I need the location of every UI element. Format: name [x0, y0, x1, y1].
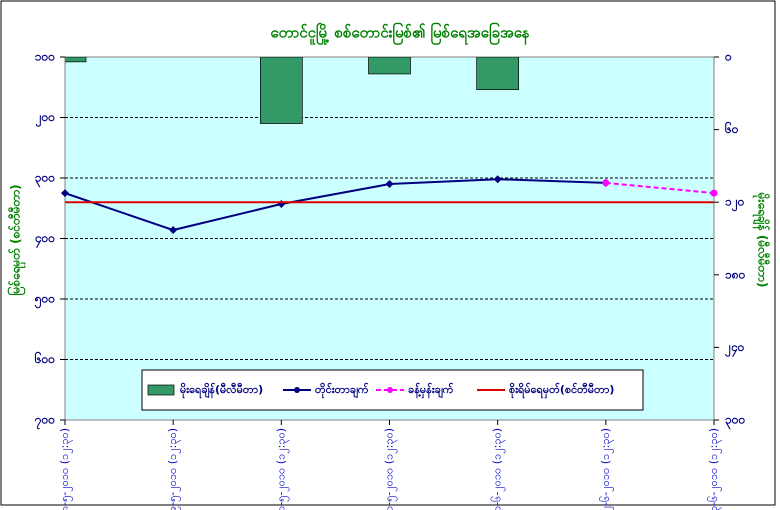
line [605, 181, 715, 195]
marker [61, 189, 69, 198]
y-tick-label: ၁၀၀ [35, 50, 56, 64]
x-tick-label: ၃၁-၅-၂၀၁၀ (၁၂:၃၀) [383, 428, 398, 510]
marker [602, 179, 610, 187]
bar [65, 57, 87, 63]
y-tick-label: ၇၀၀ [34, 413, 56, 431]
y-tick-label: ၂၀၀ [35, 110, 56, 128]
marker [385, 180, 394, 189]
y-tick-label: ၃၀၀ [35, 171, 56, 189]
bar [476, 57, 520, 91]
legend: မိုးရေချိန်(မီလီမီတာ) တိုင်းတာချက် ခန့်မှန… [141, 369, 644, 411]
x-tick-label: ၂၈-၅-၂၀၁၀ (၁၂:၃၀) [58, 428, 73, 510]
bar [259, 57, 303, 124]
legend-label: တိုင်းတာချက် [315, 382, 369, 399]
legend-marker [387, 387, 393, 393]
bar [368, 57, 411, 75]
x-tick-label: ၂၉-၅-၂၀၁၀ (၁၂:၃၀) [166, 428, 181, 510]
marker [493, 175, 502, 184]
x-tick-label: ၂-၆-၂၀၁၀ (၁၂:၃၀) [599, 428, 614, 510]
legend-label: ခန့်မှန်းချက် [408, 382, 454, 399]
x-tick-label: ၃၀-၅-၂၀၁၀ (၁၂:၃၀) [274, 428, 289, 510]
legend-marker [294, 387, 300, 393]
y2-tick-label: ၁၂၀ [725, 195, 745, 213]
y-tick-label: ၄၀၀ [34, 231, 56, 249]
y-tick-label: ၅၀၀ [34, 292, 56, 310]
y2-tick-label: ၆၀ [724, 120, 739, 136]
y2-axis-title: မိုးရေချိန် (မီလီမီတာ) [752, 192, 772, 288]
y-axis-title: မြစ်ရေမှတ် (စင်တီမီတာ) [6, 184, 27, 295]
legend-swatch [147, 384, 175, 396]
marker [710, 189, 718, 197]
marker [169, 226, 178, 235]
y2-tick-label: ၂၄၀ [724, 340, 745, 358]
y2-tick-label: ၃၀၀ [725, 413, 746, 431]
y2-tick-label: ၁၈၀ [725, 267, 746, 281]
x-tick-label: ၁-၆-၂၀၁၀ (၁၂:၃၀) [491, 428, 506, 510]
y2-tick-label: ၀ [724, 50, 732, 64]
legend-label: စိုးရိမ်ရေမှတ်(စင်တီမီတာ) [509, 382, 614, 399]
x-tick-label: ၃-၆-၂၀၁၀ (၁၂:၃၀) [707, 428, 722, 510]
line [64, 178, 606, 232]
y-tick-label: ၆၀၀ [34, 350, 56, 366]
legend-label: မိုးရေချိန်(မီလီမီတာ) [180, 382, 263, 399]
